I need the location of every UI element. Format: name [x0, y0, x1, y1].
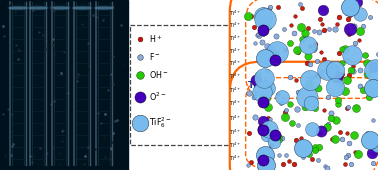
Ellipse shape [8, 6, 28, 10]
Text: Ti$^{4+}$: Ti$^{4+}$ [229, 113, 242, 123]
Ellipse shape [52, 7, 68, 9]
Text: Ti$^{4+}$: Ti$^{4+}$ [229, 140, 242, 150]
FancyBboxPatch shape [230, 62, 378, 170]
Text: Ti: Ti [248, 81, 258, 89]
Text: Ti$^{4+}$: Ti$^{4+}$ [229, 20, 242, 30]
Ellipse shape [30, 7, 46, 9]
Ellipse shape [94, 6, 114, 10]
Ellipse shape [73, 7, 91, 9]
Text: Ti$^{4+}$: Ti$^{4+}$ [229, 98, 242, 108]
Text: Ti$^{4+}$: Ti$^{4+}$ [229, 85, 242, 95]
Ellipse shape [95, 7, 113, 9]
Ellipse shape [96, 7, 112, 9]
Ellipse shape [9, 7, 27, 9]
Ellipse shape [28, 6, 48, 10]
Text: Ti$^{4+}$: Ti$^{4+}$ [229, 127, 242, 137]
Text: Ti$^{4+}$: Ti$^{4+}$ [229, 8, 242, 18]
Text: Ti$^{4+}$: Ti$^{4+}$ [229, 58, 242, 68]
Bar [75, 3, 89, 165]
Text: F$^-$: F$^-$ [149, 52, 161, 63]
Bar [31, 3, 45, 165]
Text: Ti$^{4+}$: Ti$^{4+}$ [229, 46, 242, 56]
Ellipse shape [72, 6, 92, 10]
Bar [11, 3, 25, 165]
Ellipse shape [50, 6, 70, 10]
Bar [97, 3, 111, 165]
Text: Ti$^{4+}$: Ti$^{4+}$ [229, 33, 242, 43]
Text: Ti$^{4+}$: Ti$^{4+}$ [229, 153, 242, 163]
Bar [53, 3, 67, 165]
Text: O$^{2-}$: O$^{2-}$ [149, 91, 166, 103]
Ellipse shape [29, 7, 47, 9]
Text: H$^+$: H$^+$ [149, 33, 163, 45]
Ellipse shape [51, 7, 69, 9]
Text: OH$^-$: OH$^-$ [149, 70, 169, 81]
Ellipse shape [10, 7, 26, 9]
Bar [243, 0, 263, 170]
Bar [130, 25, 235, 145]
Bar [0, 0, 128, 170]
FancyBboxPatch shape [230, 0, 378, 114]
Text: TiF$_6^{2-}$: TiF$_6^{2-}$ [149, 116, 172, 130]
Text: Ti$^{4+}$: Ti$^{4+}$ [229, 71, 242, 81]
Ellipse shape [74, 7, 90, 9]
